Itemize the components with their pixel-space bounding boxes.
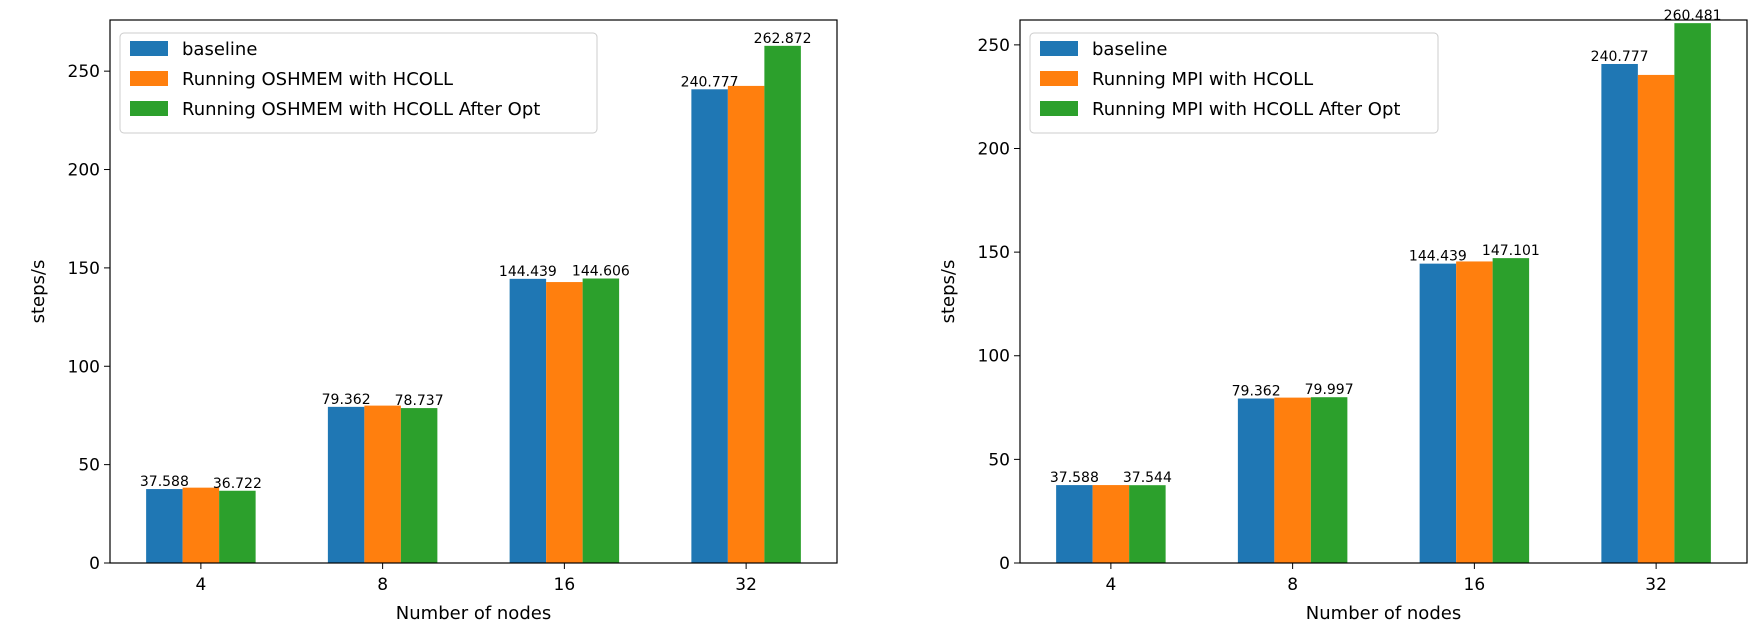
bar-3-8 xyxy=(400,408,438,563)
data-label: 144.606 xyxy=(572,264,630,280)
data-label: 37.544 xyxy=(1123,470,1172,486)
legend-entry: Running OSHMEM with HCOLL xyxy=(182,69,453,90)
data-label: 262.872 xyxy=(754,31,812,47)
bar-1-4 xyxy=(1056,485,1093,563)
data-label: 144.439 xyxy=(499,264,557,280)
x-tick-label: 8 xyxy=(1287,575,1298,595)
bar-3-4 xyxy=(1129,485,1166,563)
bar-2-8 xyxy=(364,405,401,563)
data-label: 147.101 xyxy=(1482,243,1540,259)
x-tick-label: 4 xyxy=(1105,575,1116,595)
bar-3-32 xyxy=(764,45,801,564)
chart-oshmem: 37.588 79.362 144.439 240.777 36.722 78.737 14… xyxy=(28,19,838,624)
bar-3-16 xyxy=(1492,258,1530,563)
x-tick-label: 4 xyxy=(195,575,206,595)
legend-entry: Running MPI with HCOLL xyxy=(1092,69,1313,90)
y-tick-label: 200 xyxy=(978,139,1010,159)
legend-swatch xyxy=(1040,71,1078,86)
data-label: 78.737 xyxy=(395,393,444,409)
x-tick-label: 32 xyxy=(1645,575,1667,595)
legend-box xyxy=(1029,32,1439,134)
y-tick-label: 200 xyxy=(68,161,100,181)
bar-1-4 xyxy=(146,489,183,563)
bar-1-8 xyxy=(327,406,365,563)
y-axis-label: steps/s xyxy=(28,260,49,324)
data-label: 37.588 xyxy=(1050,470,1099,486)
x-tick-label: 32 xyxy=(735,575,757,595)
bar-2-32 xyxy=(1637,74,1675,563)
y-tick-label: 250 xyxy=(68,62,100,82)
bar-3-16 xyxy=(582,278,620,563)
legend-swatch xyxy=(130,41,168,56)
bar-1-32 xyxy=(1601,63,1638,563)
data-label: 79.362 xyxy=(1232,384,1281,400)
bar-2-4 xyxy=(182,487,220,563)
x-tick-label: 16 xyxy=(1464,575,1486,595)
y-tick-label: 100 xyxy=(978,347,1010,367)
y-tick-label: 50 xyxy=(988,450,1010,470)
chart-mpi: 37.588 79.362 144.439 240.777 37.544 79.997 14… xyxy=(938,8,1748,624)
bar-2-8 xyxy=(1274,397,1311,563)
legend-swatch xyxy=(1040,41,1078,56)
y-tick-label: 0 xyxy=(999,554,1010,574)
bar-2-16 xyxy=(1456,261,1493,563)
data-label: 36.722 xyxy=(213,476,262,492)
bar-3-4 xyxy=(219,490,256,563)
bar-2-4 xyxy=(1092,485,1130,563)
x-axis-label: Number of nodes xyxy=(396,603,551,624)
legend-swatch xyxy=(1040,101,1078,116)
data-label: 240.777 xyxy=(681,74,739,90)
legend-entry: Running OSHMEM with HCOLL After Opt xyxy=(182,99,540,120)
axes-frame xyxy=(1019,19,1748,564)
data-label: 79.997 xyxy=(1305,382,1354,398)
x-axis-label: Number of nodes xyxy=(1306,603,1461,624)
x-tick-label: 16 xyxy=(554,575,576,595)
y-tick-label: 250 xyxy=(978,36,1010,56)
legend-swatch xyxy=(130,101,168,116)
data-label: 144.439 xyxy=(1409,249,1467,265)
legend-entry: baseline xyxy=(1092,39,1167,60)
data-label: 79.362 xyxy=(322,392,371,408)
data-label: 37.588 xyxy=(140,474,189,490)
bar-1-16 xyxy=(509,278,547,563)
legend-entry: baseline xyxy=(182,39,257,60)
bar-1-16 xyxy=(1419,263,1457,563)
bar-3-32 xyxy=(1674,23,1711,564)
axes-frame xyxy=(109,19,838,564)
bar-2-16 xyxy=(546,282,583,563)
bar-1-32 xyxy=(691,89,728,563)
y-axis-label: steps/s xyxy=(938,260,959,324)
bar-3-8 xyxy=(1310,397,1348,563)
bar-1-8 xyxy=(1237,398,1275,563)
legend-entry: Running MPI with HCOLL After Opt xyxy=(1092,99,1400,120)
y-tick-label: 100 xyxy=(68,357,100,377)
legend-swatch xyxy=(130,71,168,86)
legend-box xyxy=(119,32,598,134)
y-tick-label: 50 xyxy=(78,456,100,476)
data-label: 240.777 xyxy=(1591,49,1649,65)
y-tick-label: 0 xyxy=(89,554,100,574)
bar-2-32 xyxy=(727,85,765,564)
y-tick-label: 150 xyxy=(68,259,100,279)
x-tick-label: 8 xyxy=(377,575,388,595)
y-tick-label: 150 xyxy=(978,243,1010,263)
data-label: 260.481 xyxy=(1664,8,1722,24)
